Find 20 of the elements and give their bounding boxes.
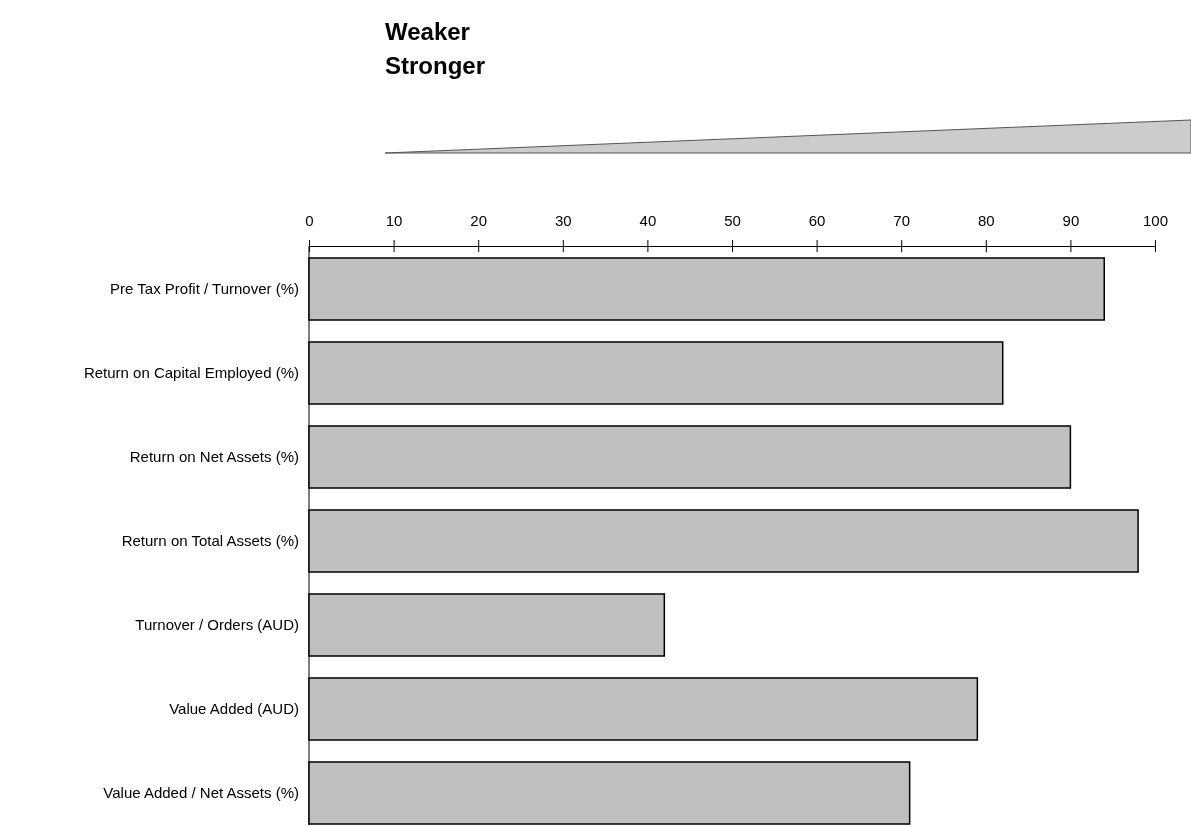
x-tick-label: 60 xyxy=(808,212,826,229)
y-tick-label: Value Added / Net Assets (%) xyxy=(103,783,299,801)
x-tick-label: 70 xyxy=(893,212,911,229)
x-tick-label: 0 xyxy=(305,212,314,229)
x-tick-label: 90 xyxy=(1062,212,1080,229)
y-tick-label: Return on Total Assets (%) xyxy=(121,531,299,549)
x-tick-label: 40 xyxy=(639,212,657,229)
x-tick-label: 80 xyxy=(977,212,995,229)
chart-title: Weaker xyxy=(385,18,470,45)
chart-subtitle: Stronger xyxy=(385,52,486,79)
y-tick-label: Value Added (AUD) xyxy=(169,699,299,717)
y-tick-label: Turnover / Orders (AUD) xyxy=(135,615,299,633)
x-tick-label: 100 xyxy=(1142,212,1169,229)
x-tick-label: 10 xyxy=(385,212,403,229)
x-tick-label: 20 xyxy=(470,212,488,229)
y-tick-label: Return on Capital Employed (%) xyxy=(83,363,299,381)
x-tick-label: 50 xyxy=(724,212,741,229)
y-tick-label: Return on Net Assets (%) xyxy=(129,447,299,465)
x-tick-label: 30 xyxy=(554,212,572,229)
y-tick-label: Pre Tax Profit / Turnover (%) xyxy=(110,279,299,297)
